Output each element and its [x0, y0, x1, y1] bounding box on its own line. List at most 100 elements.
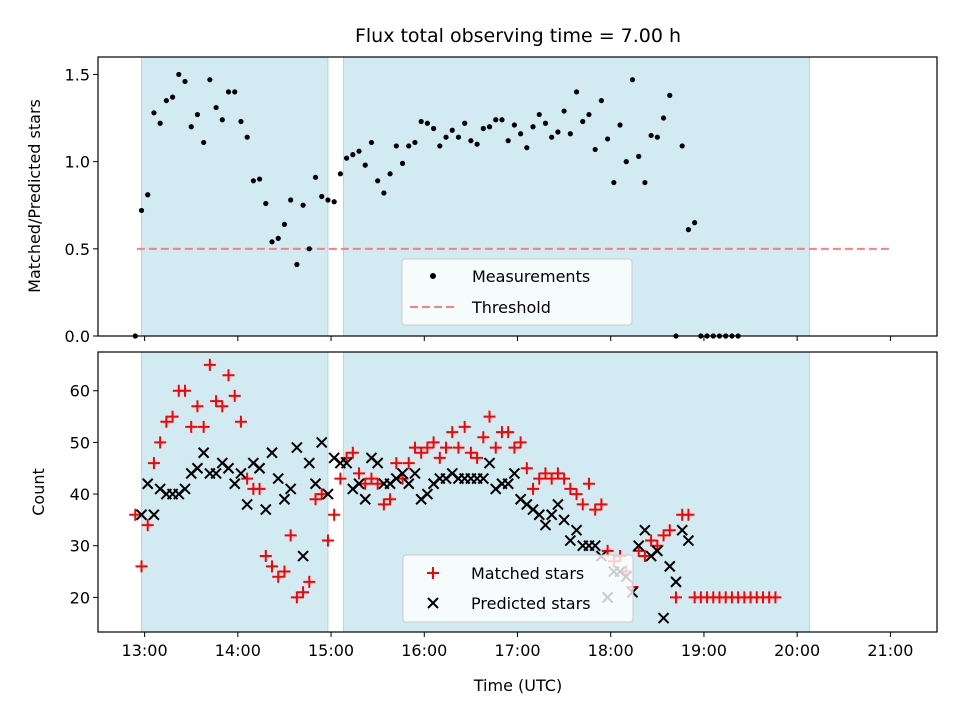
legend-threshold-label: Threshold — [471, 298, 551, 317]
measurement-point — [561, 108, 567, 114]
measurement-point — [337, 171, 343, 177]
top-legend: Measurements Threshold — [401, 258, 633, 326]
measurement-point — [356, 148, 362, 154]
matched-star-point — [197, 420, 210, 433]
chart-title: Flux total observing time = 7.00 h — [355, 25, 681, 47]
x-tick-label: 16:00 — [401, 641, 447, 660]
matched-star-point — [769, 591, 782, 604]
matched-star-point — [421, 441, 434, 454]
measurement-point — [145, 192, 151, 198]
y-tick-label: 1.5 — [65, 65, 90, 84]
measurement-point — [518, 131, 524, 137]
matched-star-point — [253, 482, 266, 495]
measurement-point — [524, 145, 530, 151]
matched-star-point — [663, 524, 676, 537]
predicted-star-point — [359, 493, 371, 505]
matched-star-point — [334, 472, 347, 485]
measurement-point — [499, 117, 505, 123]
measurement-point — [368, 139, 375, 146]
predicted-star-point — [191, 462, 204, 474]
measurement-point — [617, 122, 623, 128]
matched-star-point — [346, 446, 359, 459]
measurement-point — [138, 207, 145, 214]
matched-star-point — [545, 472, 558, 485]
matched-star-point — [520, 462, 533, 475]
measurement-point — [437, 143, 443, 149]
legend-predicted-x-icon — [427, 597, 439, 609]
x-tick-label: 21:00 — [867, 641, 913, 660]
measurement-point — [275, 235, 281, 241]
x-tick-label: 18:00 — [588, 641, 634, 660]
predicted-star-point — [676, 524, 688, 536]
predicted-star-point — [632, 540, 645, 552]
measurement-point — [201, 139, 207, 146]
measurement-point — [549, 134, 555, 140]
matched-star-point — [471, 451, 484, 464]
measurement-point — [176, 71, 182, 78]
predicted-star-point — [502, 478, 514, 490]
measurement-point — [207, 77, 213, 83]
matched-star-point — [160, 415, 173, 428]
measurement-point — [281, 221, 288, 227]
predicted-star-point — [316, 436, 328, 449]
matched-star-point — [440, 441, 453, 454]
matched-star-point — [166, 410, 179, 423]
matched-star-point — [458, 420, 471, 433]
matched-star-point — [185, 420, 198, 433]
measurement-point — [194, 111, 201, 118]
x-axis-label: Time (UTC) — [473, 676, 562, 695]
measurement-point — [605, 136, 611, 142]
predicted-star-point — [533, 509, 545, 521]
matched-star-point — [452, 441, 465, 454]
matched-star-point — [576, 498, 589, 511]
matched-star-point — [129, 508, 142, 521]
measurement-point — [580, 118, 586, 125]
x-tick-label: 15:00 — [308, 641, 354, 660]
y-tick-label: 40 — [70, 485, 90, 504]
predicted-star-point — [322, 488, 334, 500]
observing-window-band — [141, 56, 329, 337]
predicted-star-point — [664, 560, 676, 573]
matched-star-point — [216, 400, 229, 413]
measurement-point — [685, 227, 692, 233]
matched-star-point — [645, 534, 658, 547]
predicted-star-point — [508, 467, 521, 480]
measurement-point — [623, 159, 629, 165]
top-y-axis-label: Matched/Predicted stars — [25, 99, 44, 293]
measurement-point — [418, 118, 424, 125]
predicted-star-point — [545, 509, 558, 521]
measurement-point — [648, 132, 654, 139]
matched-star-point — [359, 477, 372, 490]
measurement-point — [462, 120, 468, 126]
predicted-star-point — [651, 545, 664, 557]
measurement-point — [163, 97, 169, 104]
measurement-point — [188, 124, 194, 130]
matched-star-point — [241, 472, 254, 485]
bottom-y-axis-label: Count — [29, 468, 48, 516]
measurement-point — [642, 179, 648, 186]
measurement-point — [636, 153, 642, 159]
measurement-point — [169, 94, 176, 100]
measurement-point — [375, 178, 381, 184]
predicted-star-point — [570, 524, 583, 536]
predicted-star-point — [235, 467, 247, 480]
matched-star-point — [384, 493, 397, 506]
measurement-point — [424, 120, 430, 126]
x-tick-label: 19:00 — [681, 641, 727, 660]
predicted-star-point — [197, 447, 210, 459]
matched-star-point — [582, 477, 595, 490]
matched-star-point — [353, 467, 366, 480]
measurement-point — [505, 138, 511, 144]
predicted-star-point — [539, 519, 552, 531]
matched-star-point — [141, 519, 154, 532]
predicted-star-point — [353, 478, 365, 490]
measurement-point — [381, 190, 387, 196]
measurement-point — [536, 111, 542, 118]
measurement-point — [629, 77, 636, 83]
measurement-point — [387, 171, 393, 177]
predicted-star-point — [135, 509, 148, 521]
matched-star-point — [266, 560, 279, 573]
predicted-star-point — [272, 472, 284, 485]
measurement-point — [331, 199, 337, 205]
predicted-star-point — [260, 503, 272, 516]
